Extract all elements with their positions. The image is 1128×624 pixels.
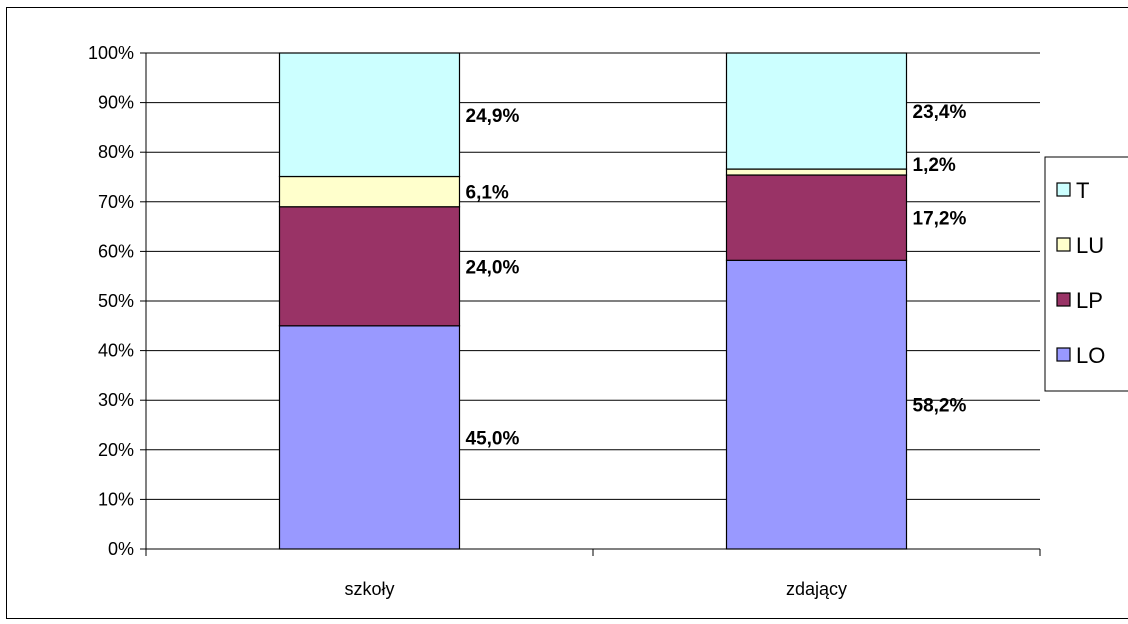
bar-segment-t-2 [725,52,908,170]
y-tick-label: 0% [108,539,134,559]
y-tick-label: 30% [98,390,134,410]
data-label-lp-1: 24,0% [466,257,520,278]
y-tick-label: 90% [98,93,134,113]
legend: T LU LP LO [1044,156,1128,392]
data-label-lp-2: 17,2% [913,209,967,230]
y-tick-label: 80% [98,142,134,162]
legend-swatch-t [1056,182,1071,197]
bar-segment-lp-1 [278,206,461,327]
bar-segment-lp-2 [725,174,908,261]
legend-label-t: T [1076,178,1089,203]
bar-segment-lu-1 [278,175,461,208]
y-tick-label: 10% [98,489,134,509]
data-label-lu-2: 1,2% [913,155,956,176]
category-label: zdający [786,579,847,599]
y-tick-label: 50% [98,291,134,311]
bar-segment-t-1 [278,52,461,178]
data-label-t-1: 24,9% [466,106,520,127]
bars [278,52,908,550]
y-tick-label: 20% [98,440,134,460]
bar-segment-lo-2 [725,259,908,550]
legend-label-lo: LO [1076,343,1105,368]
legend-swatch-lu [1056,237,1071,252]
chart-frame [6,7,1128,619]
data-labels: 45,0% 24,0% 6,1% 24,9% 58,2% 17,2% 1,2% 23,4% [466,102,967,449]
x-axis: szkoły zdający [145,548,1041,599]
category-label: szkoły [344,579,394,599]
data-label-lo-2: 58,2% [913,396,967,417]
y-tick-label: 60% [98,241,134,261]
legend-swatch-lp [1056,292,1071,307]
legend-label-lp: LP [1076,288,1103,313]
data-label-lu-1: 6,1% [466,183,509,204]
y-tick-label: 70% [98,192,134,212]
y-tick-label: 40% [98,341,134,361]
y-tick-label: 100% [88,43,134,63]
bar-segment-lo-1 [278,325,461,550]
data-label-lo-1: 45,0% [466,428,520,449]
data-label-t-2: 23,4% [913,102,967,123]
y-axis: 0% 10% 20% 30% 40% 50% 60% 70% 80% 90% 100% [88,43,147,559]
legend-label-lu: LU [1076,233,1104,258]
legend-swatch-lo [1056,347,1071,362]
bar-segment-lu-2 [725,168,908,176]
